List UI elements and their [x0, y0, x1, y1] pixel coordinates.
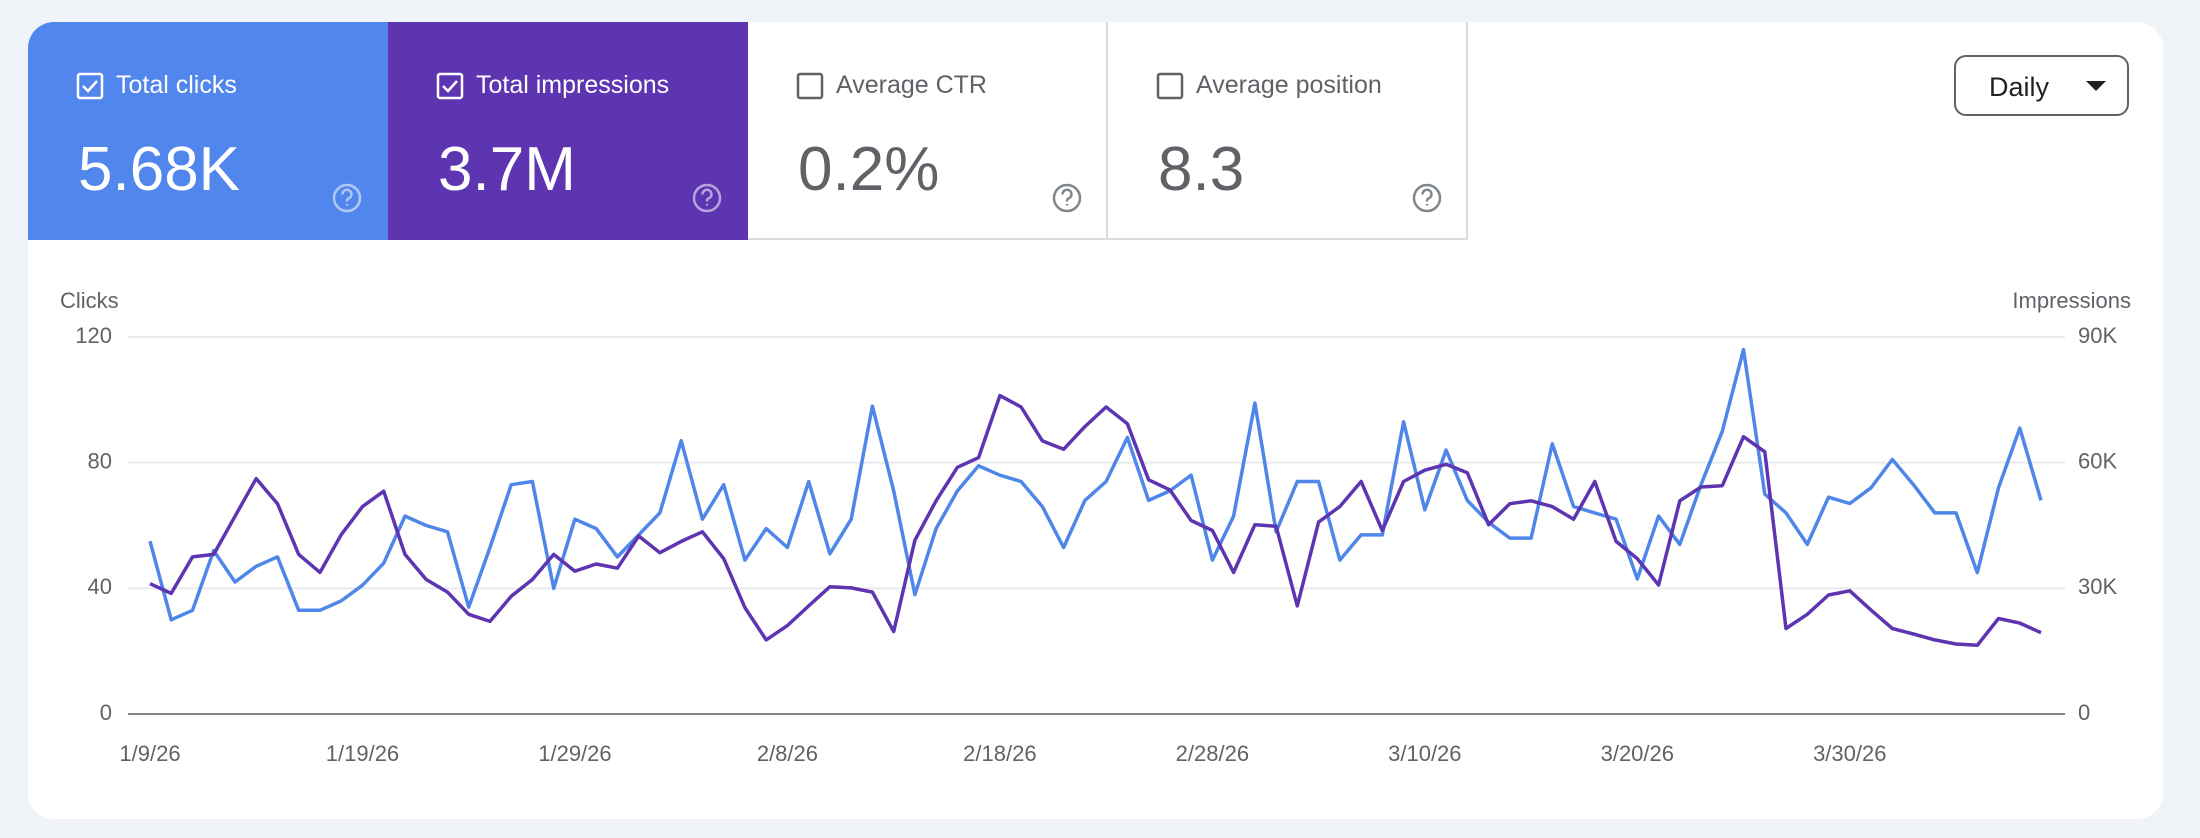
metric-label: Average CTR	[836, 71, 987, 99]
y-tick-label: 0	[100, 700, 112, 725]
metric-label: Total impressions	[476, 71, 670, 99]
help-icon	[332, 183, 362, 213]
help-mark	[341, 188, 353, 206]
y2-tick-label: 90K	[2078, 323, 2117, 348]
x-tick-label: 1/19/26	[326, 741, 399, 766]
metric-card[interactable]: Total clicks 5.68K	[28, 22, 388, 240]
metric-card[interactable]: Average position 8.3	[1108, 22, 1468, 240]
y2-tick-label: 60K	[2078, 448, 2117, 473]
metric-label: Total clicks	[116, 71, 237, 99]
help-circle	[1052, 183, 1082, 213]
help-mark	[1421, 188, 1433, 206]
y-tick-label: 80	[88, 448, 112, 473]
checkmark	[82, 80, 98, 93]
series-line	[148, 347, 2043, 622]
help-icon	[692, 183, 722, 213]
x-tick-label: 1/9/26	[119, 741, 180, 766]
y2-tick-label: 30K	[2078, 574, 2117, 599]
metric-value: 5.68K	[78, 135, 241, 204]
help-mark	[701, 188, 713, 206]
checkbox	[1156, 72, 1184, 100]
metric-label: Average position	[1196, 71, 1382, 99]
checkbox	[76, 72, 104, 100]
chart: Clicks Impressions 0 40 80 120 0 30K 60K 90K 1/9…	[60, 288, 2131, 766]
y-tick-label: 40	[88, 574, 112, 599]
y-axis-title: Clicks	[60, 288, 119, 313]
x-tick-label: 2/8/26	[757, 741, 818, 766]
period-dropdown[interactable]: Daily	[1954, 55, 2129, 116]
x-tick-label: 1/29/26	[538, 741, 611, 766]
checkbox-border	[796, 72, 824, 100]
checkmark	[442, 80, 458, 93]
period-label: Daily	[1989, 72, 2050, 102]
x-tick-label: 3/30/26	[1813, 741, 1886, 766]
metric-value: 8.3	[1158, 135, 1245, 204]
help-circle	[1412, 183, 1442, 213]
x-tick-label: 2/28/26	[1176, 741, 1249, 766]
checkbox	[436, 72, 464, 100]
help-icon	[1412, 183, 1442, 213]
help-circle	[692, 183, 722, 213]
help-mark	[1061, 188, 1073, 206]
y-tick-label: 120	[75, 323, 112, 348]
x-tick-label: 3/20/26	[1601, 741, 1674, 766]
metric-card[interactable]: Average CTR 0.2%	[748, 22, 1108, 240]
help-circle	[332, 183, 362, 213]
checkbox-border	[436, 72, 464, 100]
help-icon	[1052, 183, 1082, 213]
dropdown-arrow	[2086, 81, 2106, 91]
metric-card[interactable]: Total impressions 3.7M	[388, 22, 748, 240]
checkbox-border	[76, 72, 104, 100]
checkbox-border	[1156, 72, 1184, 100]
series-line	[149, 393, 2042, 648]
x-tick-label: 2/18/26	[963, 741, 1036, 766]
checkbox	[796, 72, 824, 100]
y2-axis-title: Impressions	[2012, 288, 2131, 313]
metric-value: 3.7M	[438, 135, 576, 204]
x-tick-label: 3/10/26	[1388, 741, 1461, 766]
performance-panel: Clicks Impressions 0 40 80 120 0 30K 60K 90K 1/9…	[28, 22, 2163, 819]
y2-tick-label: 0	[2078, 700, 2090, 725]
metric-value: 0.2%	[798, 135, 940, 204]
